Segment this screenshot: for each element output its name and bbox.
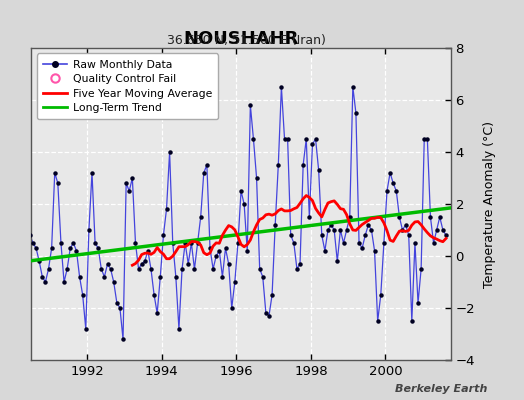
Y-axis label: Temperature Anomaly (°C): Temperature Anomaly (°C) xyxy=(484,120,496,288)
Text: Berkeley Earth: Berkeley Earth xyxy=(395,384,487,394)
Title: NOUSHAHR: NOUSHAHR xyxy=(183,30,299,48)
Legend: Raw Monthly Data, Quality Control Fail, Five Year Moving Average, Long-Term Tren: Raw Monthly Data, Quality Control Fail, … xyxy=(37,54,219,120)
Text: 36.650 N, 51.500 E (Iran): 36.650 N, 51.500 E (Iran) xyxy=(167,34,326,47)
